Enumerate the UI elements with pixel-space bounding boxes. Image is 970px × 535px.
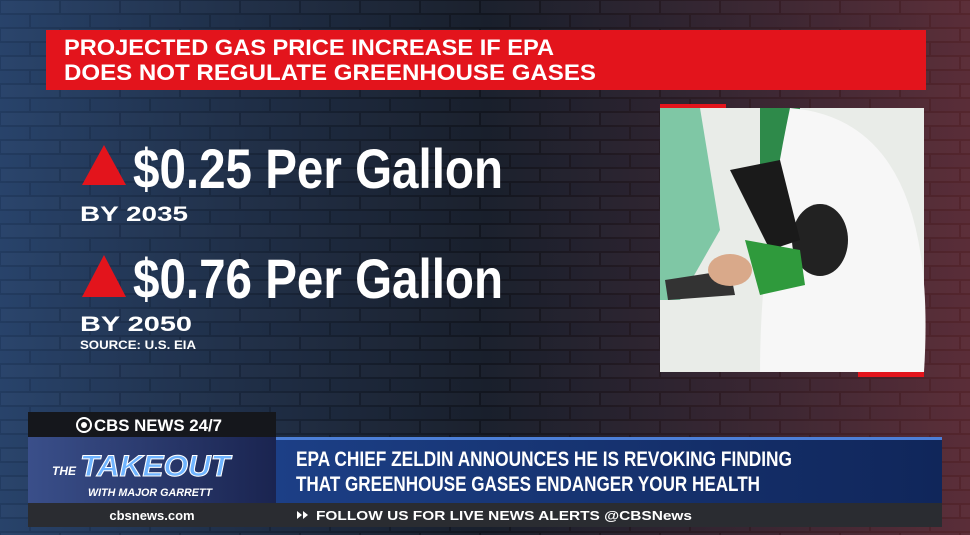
network-box: [28, 412, 276, 437]
price-increase: $0.25 Per Gallon: [133, 137, 503, 200]
title-line: PROJECTED GAS PRICE INCREASE IF EPA: [64, 35, 554, 60]
headline-line: THAT GREENHOUSE GASES ENDANGER YOUR HEAL…: [296, 473, 760, 496]
up-arrow: [82, 255, 126, 297]
cbs-eye-logo: [76, 417, 92, 433]
show-name: TAKEOUT: [80, 450, 233, 483]
year: BY 2050: [80, 313, 192, 336]
network-name: CBS NEWS 24/7: [94, 416, 222, 435]
title-banner: [46, 30, 926, 90]
ticker-icon: [303, 511, 308, 519]
headline-rule: [276, 437, 942, 440]
gas-pump-photo: [660, 104, 926, 377]
show-logo: [28, 437, 276, 503]
ticker-text: FOLLOW US FOR LIVE NEWS ALERTS @CBSNews: [316, 508, 692, 523]
headline-line: EPA CHIEF ZELDIN ANNOUNCES HE IS REVOKIN…: [296, 448, 792, 471]
price-increase: $0.76 Per Gallon: [133, 247, 503, 310]
ticker-bar: [28, 503, 942, 527]
up-arrow: [82, 145, 126, 185]
ticker-icon: [297, 511, 302, 519]
cbs-eye-pupil: [81, 422, 87, 428]
source: SOURCE: U.S. EIA: [80, 338, 196, 352]
headline-panel: [276, 437, 942, 503]
website: cbsnews.com: [109, 508, 194, 523]
show-host: WITH MAJOR GARRETT: [88, 487, 213, 499]
year: BY 2035: [80, 203, 188, 226]
show-prefix: THE: [52, 464, 77, 478]
title-line: DOES NOT REGULATE GREENHOUSE GASES: [64, 60, 596, 85]
